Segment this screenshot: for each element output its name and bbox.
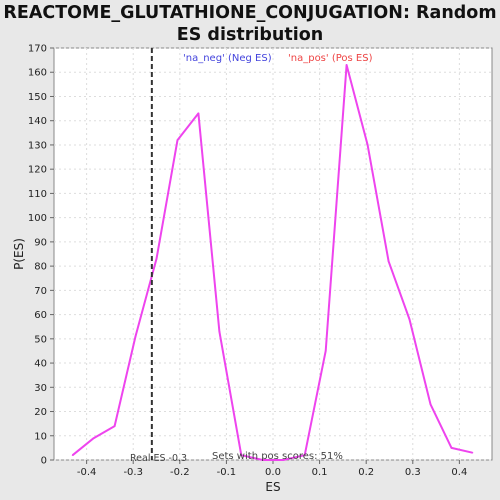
data-point xyxy=(345,64,348,66)
x-tick-label: 0.1 xyxy=(312,467,328,478)
data-point xyxy=(176,139,179,141)
data-point xyxy=(92,437,95,439)
data-point xyxy=(303,454,306,456)
y-tick-label: 130 xyxy=(28,140,47,151)
y-tick-label: 30 xyxy=(34,383,47,394)
y-axis-label: P(ES) xyxy=(12,238,26,270)
data-point xyxy=(197,112,200,115)
y-tick-label: 150 xyxy=(28,92,47,103)
y-tick-label: 90 xyxy=(34,237,47,248)
grid xyxy=(54,47,492,461)
x-axis-label: ES xyxy=(265,480,280,494)
x-tick-label: 0.3 xyxy=(405,467,421,478)
data-point xyxy=(450,447,453,449)
data-point xyxy=(387,260,390,263)
data-point xyxy=(134,335,137,338)
y-tick-label: 20 xyxy=(34,407,47,418)
y-tick-label: 140 xyxy=(28,116,47,127)
es-distribution-line xyxy=(71,64,473,461)
chart-title-line1: REACTOME_GLUTATHIONE_CONJUGATION: Random xyxy=(3,3,497,23)
legend-neg: 'na_neg' (Neg ES) xyxy=(183,53,272,64)
data-point xyxy=(429,403,432,406)
data-point xyxy=(471,451,474,454)
y-tick-label: 110 xyxy=(28,189,47,200)
axes: 0 10 20 30 40 50 60 70 80 90 100 110 120 130 140 150 160… xyxy=(28,44,467,479)
x-tick-label: 0.0 xyxy=(265,467,281,478)
data-point xyxy=(218,330,221,333)
data-point xyxy=(113,425,116,427)
chart-title-line2: ES distribution xyxy=(176,25,324,45)
x-tick-label: -0.2 xyxy=(170,467,190,478)
x-tick-label: 0.2 xyxy=(358,467,374,478)
data-point xyxy=(261,459,264,461)
y-tick-label: 100 xyxy=(28,213,47,224)
data-point xyxy=(282,459,285,461)
real-es-label: Real ES -0.3 xyxy=(130,453,187,464)
y-tick-label: 80 xyxy=(34,262,47,273)
y-tick-label: 40 xyxy=(34,359,47,370)
y-tick-label: 160 xyxy=(28,68,47,79)
series xyxy=(71,64,474,461)
y-tick-label: 10 xyxy=(34,431,47,442)
x-tick-label: -0.1 xyxy=(217,467,237,478)
data-point xyxy=(324,350,327,352)
data-point xyxy=(408,318,411,321)
pos-scores-label: Sets with pos scores: 51% xyxy=(212,451,343,462)
x-tick-label: 0.4 xyxy=(451,467,467,478)
chart-title: REACTOME_GLUTATHIONE_CONJUGATION: Random… xyxy=(0,2,500,46)
y-tick-label: 120 xyxy=(28,165,47,176)
data-point xyxy=(366,144,369,146)
y-tick-label: 50 xyxy=(34,334,47,345)
data-point xyxy=(240,454,243,456)
y-tick-label: 70 xyxy=(34,286,47,297)
y-tick-label: 0 xyxy=(41,456,47,467)
y-tick-label: 60 xyxy=(34,310,47,321)
x-tick-label: -0.3 xyxy=(123,467,143,478)
data-point xyxy=(155,258,158,260)
data-point xyxy=(71,454,74,456)
y-tick-label: 170 xyxy=(28,44,47,55)
x-tick-label: -0.4 xyxy=(77,467,97,478)
legend-pos: 'na_pos' (Pos ES) xyxy=(288,53,373,64)
